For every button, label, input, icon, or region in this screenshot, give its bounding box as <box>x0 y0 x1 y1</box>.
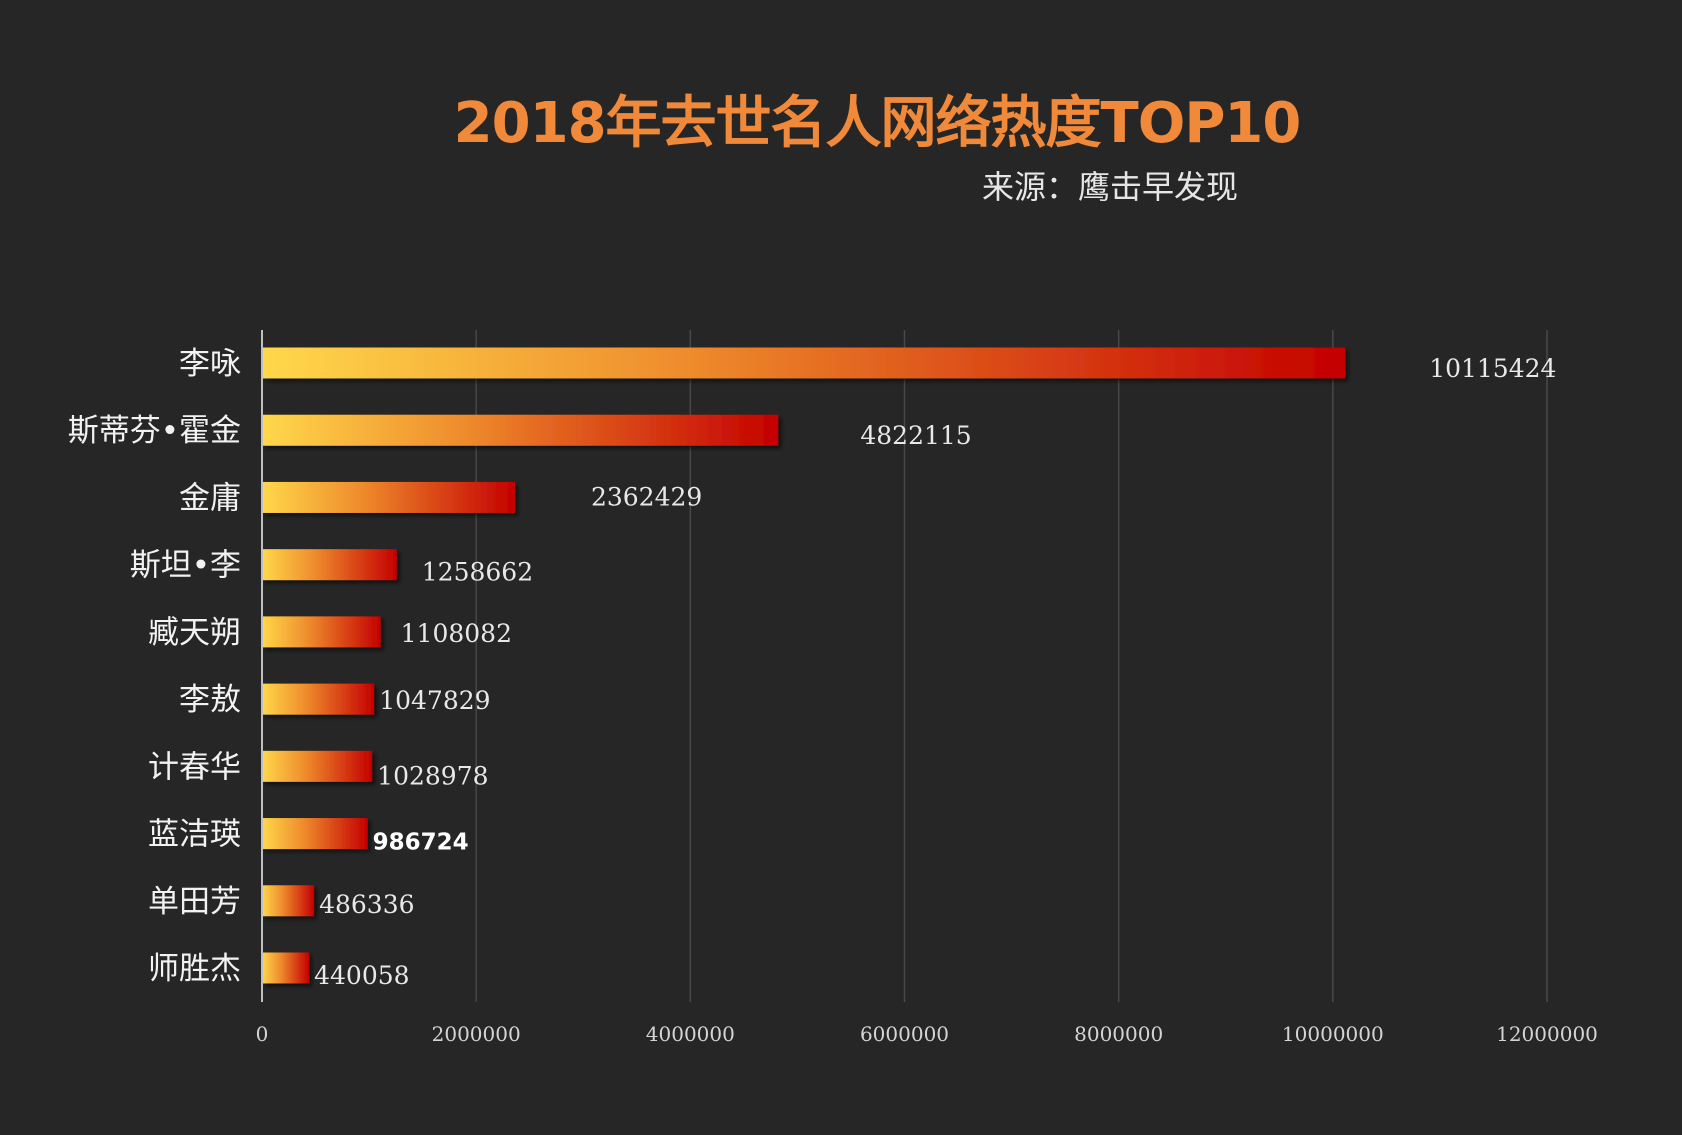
data-value-label: 1047829 <box>379 686 490 715</box>
data-value-label: 440058 <box>314 961 409 990</box>
category-label: 计春华 <box>148 749 241 785</box>
bar <box>262 885 315 917</box>
chart-subtitle: 来源：鹰击早发现 <box>982 168 1238 206</box>
data-value-label: 1258662 <box>422 558 533 587</box>
data-value-label: 986724 <box>373 830 469 856</box>
category-label: 金庸 <box>179 480 241 516</box>
bar <box>262 347 1346 379</box>
category-label: 斯蒂芬•霍金 <box>68 413 241 449</box>
bar <box>262 414 779 446</box>
x-tick-label: 8000000 <box>1074 1022 1163 1046</box>
data-value-label: 4822115 <box>860 421 971 450</box>
x-tick-label: 6000000 <box>860 1022 949 1046</box>
data-value-label: 1108082 <box>401 619 512 648</box>
bar <box>262 750 373 782</box>
category-label: 李敖 <box>179 682 241 718</box>
category-label: 斯坦•李 <box>130 548 241 584</box>
chart-title: 2018年去世名人网络热度TOP10 <box>454 91 1301 156</box>
labels: 0 2000000 4000000 6000000 8000000 10000000 120… <box>68 346 1598 1046</box>
data-value-label: 486336 <box>319 890 414 919</box>
bar <box>262 616 381 648</box>
x-tick-label: 12000000 <box>1496 1022 1598 1046</box>
bar <box>262 683 375 715</box>
x-tick-label: 2000000 <box>432 1022 521 1046</box>
x-tick-label: 0 <box>256 1022 269 1046</box>
category-label: 臧天朔 <box>148 615 241 651</box>
category-label: 李咏 <box>179 346 241 382</box>
x-tick-label: 10000000 <box>1282 1022 1384 1046</box>
bar <box>262 818 368 850</box>
bar <box>262 481 515 513</box>
category-label: 蓝洁瑛 <box>148 817 241 853</box>
category-label: 师胜杰 <box>148 951 241 987</box>
x-tick-label: 4000000 <box>646 1022 735 1046</box>
data-value-label: 2362429 <box>591 482 702 511</box>
data-value-label: 1028978 <box>377 761 488 790</box>
category-label: 单田芳 <box>148 884 241 920</box>
data-value-label: 10115424 <box>1429 354 1556 383</box>
bars <box>262 347 1346 984</box>
bar <box>262 549 397 581</box>
bar <box>262 952 310 984</box>
